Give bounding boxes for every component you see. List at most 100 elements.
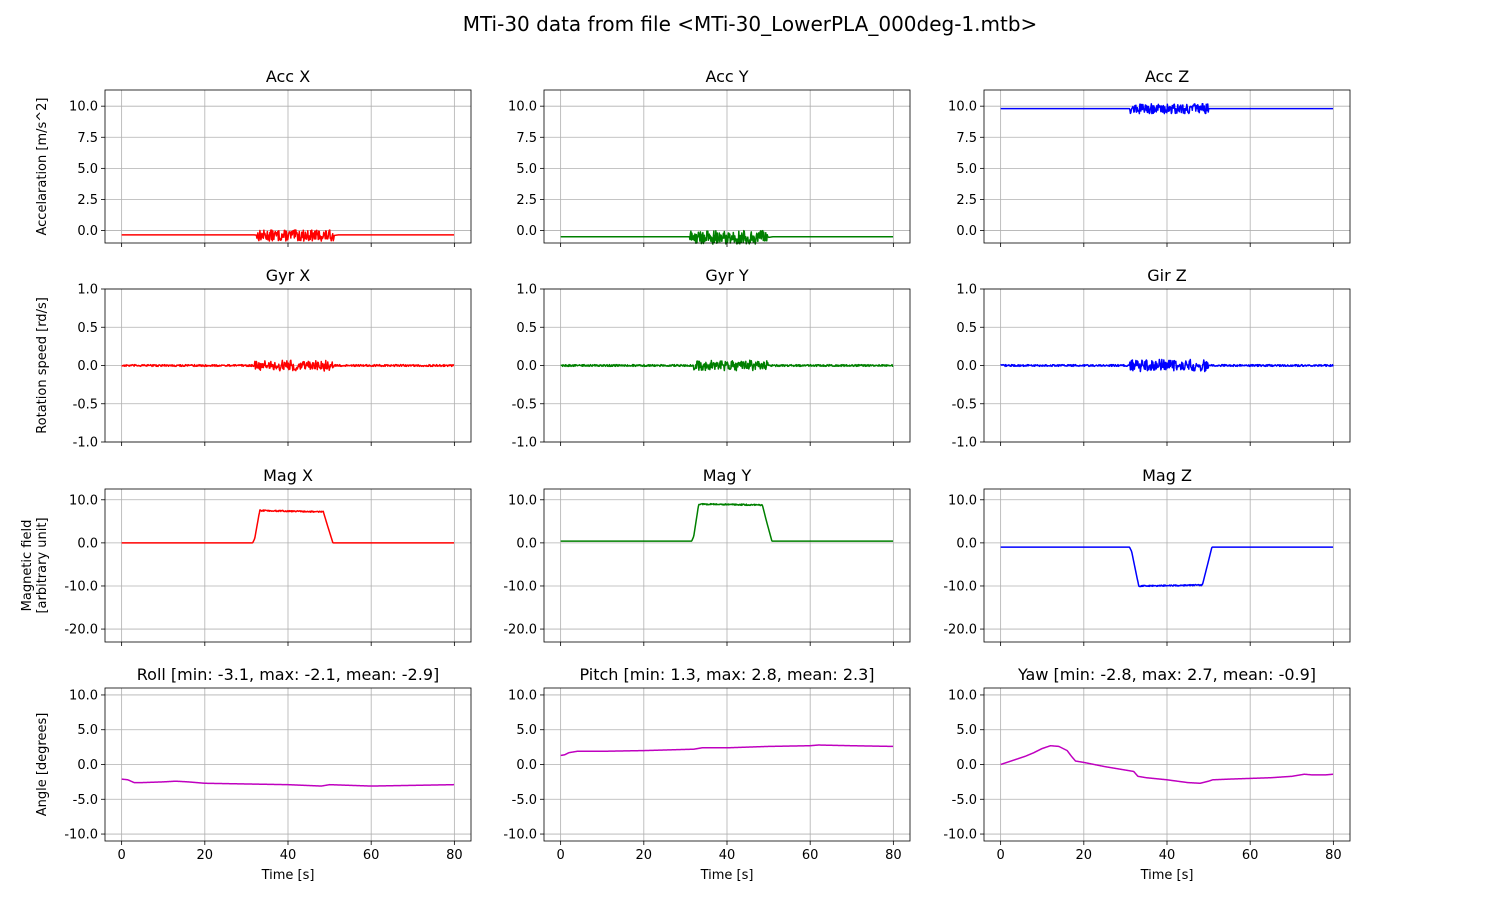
y-tick-label: 0.0	[77, 758, 98, 773]
subplot-mag-y: -20.0 -10.0 0.0 10.0 Mag Y	[503, 466, 911, 646]
y-tick-label: 0.0	[516, 536, 537, 551]
subplot-acc-y: 0.0 2.5 5.0 7.5 10.0 Acc Y	[508, 67, 911, 247]
y-tick-label: 0.0	[77, 359, 98, 374]
series-line	[121, 229, 455, 242]
y-tick-label: 5.0	[516, 162, 537, 177]
y-tick-label: -5.0	[73, 793, 98, 808]
subplot-pitch: 0 20 40 60 80 -10.0 -5.0 0.0 5.0 10.0 Pitch [min: …	[503, 665, 911, 883]
y-tick-label: -20.0	[943, 623, 977, 638]
y-tick-label: 10.0	[948, 688, 977, 703]
subplot-title: Gir Z	[1147, 266, 1187, 285]
y-tick-label: -10.0	[64, 828, 98, 843]
subplot-mag-x: -20.0 -10.0 0.0 10.0 Mag X Magnetic field [arb…	[20, 466, 472, 646]
x-tick-label: 60	[1242, 848, 1259, 863]
x-tick-label: 60	[802, 848, 819, 863]
y-tick-label: -0.5	[512, 397, 537, 412]
subplot-title: Mag Z	[1142, 466, 1192, 485]
y-tick-label: 5.0	[77, 723, 98, 738]
y-axis-label: Angle [degrees]	[35, 713, 50, 817]
subplot-title: Acc X	[266, 67, 310, 86]
y-tick-label: 5.0	[77, 162, 98, 177]
y-tick-label: -20.0	[503, 623, 537, 638]
y-tick-label: 1.0	[77, 283, 98, 298]
y-tick-label: 10.0	[508, 688, 537, 703]
y-tick-label: 0.5	[77, 321, 98, 336]
series-line	[121, 359, 455, 372]
y-tick-label: 7.5	[956, 131, 977, 146]
y-tick-label: 0.0	[77, 224, 98, 239]
series-line	[121, 778, 455, 787]
y-tick-label: -10.0	[943, 828, 977, 843]
subplot-title: Mag Y	[703, 466, 752, 485]
y-tick-label: 0.0	[516, 224, 537, 239]
y-tick-label: -10.0	[943, 579, 977, 594]
x-tick-label: 80	[1325, 848, 1342, 863]
x-tick-label: 20	[197, 848, 214, 863]
subplot-title: Acc Z	[1145, 67, 1189, 86]
series-line	[121, 509, 455, 544]
y-tick-label: 5.0	[516, 723, 537, 738]
y-tick-label: 5.0	[956, 723, 977, 738]
y-axis-label: Magnetic field	[20, 520, 35, 612]
x-axis-label: Time [s]	[261, 868, 315, 883]
y-axis-label: [arbitrary unit]	[35, 517, 50, 613]
y-tick-label: 2.5	[516, 193, 537, 208]
series-line	[560, 359, 894, 372]
y-tick-label: 2.5	[956, 193, 977, 208]
y-tick-label: 1.0	[956, 283, 977, 298]
subplot-title: Pitch [min: 1.3, max: 2.8, mean: 2.3]	[579, 665, 874, 684]
subplot-title: Gyr X	[266, 266, 311, 285]
y-tick-label: 0.0	[516, 359, 537, 374]
y-tick-label: -10.0	[503, 828, 537, 843]
x-tick-label: 20	[636, 848, 653, 863]
series-line	[1000, 744, 1334, 785]
x-axis-label: Time [s]	[1140, 868, 1194, 883]
subplot-roll: 0 20 40 60 80 -10.0 -5.0 0.0 5.0 10.0 Roll [min: -…	[35, 665, 472, 883]
y-tick-label: 7.5	[77, 131, 98, 146]
x-tick-label: 0	[996, 848, 1004, 863]
subplot-acc-x: 0.0 2.5 5.0 7.5 10.0 Acc X Accelaration [m/s^2…	[35, 67, 472, 247]
y-tick-label: -20.0	[64, 623, 98, 638]
subplot-title: Acc Y	[705, 67, 748, 86]
series-line	[560, 502, 894, 542]
x-tick-label: 20	[1076, 848, 1093, 863]
x-tick-label: 80	[446, 848, 463, 863]
y-tick-label: 0.0	[956, 224, 977, 239]
y-tick-label: 10.0	[69, 100, 98, 115]
x-tick-label: 40	[280, 848, 297, 863]
subplot-acc-z: 0.0 2.5 5.0 7.5 10.0 Acc Z	[948, 67, 1351, 247]
x-tick-label: 80	[885, 848, 902, 863]
y-tick-label: 0.5	[516, 321, 537, 336]
subplot-title: Mag X	[263, 466, 313, 485]
subplot-gyr-y: -1.0 -0.5 0.0 0.5 1.0 Gyr Y	[512, 266, 911, 451]
y-tick-label: 10.0	[948, 100, 977, 115]
y-tick-label: 0.5	[956, 321, 977, 336]
subplot-title: Yaw [min: -2.8, max: 2.7, mean: -0.9]	[1017, 665, 1316, 684]
x-tick-label: 0	[117, 848, 125, 863]
subplot-mag-z: -20.0 -10.0 0.0 10.0 Mag Z	[943, 466, 1351, 646]
y-tick-label: 0.0	[956, 536, 977, 551]
y-tick-label: 2.5	[77, 193, 98, 208]
y-tick-label: -10.0	[503, 579, 537, 594]
y-tick-label: 0.0	[956, 758, 977, 773]
series-line	[560, 744, 894, 757]
subplot-yaw: 0 20 40 60 80 -10.0 -5.0 0.0 5.0 10.0 Yaw [min: -2…	[943, 665, 1351, 883]
series-line	[560, 229, 894, 245]
y-tick-label: 0.0	[77, 536, 98, 551]
y-axis-label: Rotation speed [rd/s]	[35, 297, 50, 434]
y-tick-label: 1.0	[516, 283, 537, 298]
y-tick-label: 10.0	[948, 493, 977, 508]
y-tick-label: 0.0	[956, 359, 977, 374]
series-line	[1000, 103, 1334, 115]
y-tick-label: 10.0	[508, 493, 537, 508]
y-tick-label: -0.5	[952, 397, 977, 412]
y-tick-label: -10.0	[64, 579, 98, 594]
x-tick-label: 40	[719, 848, 736, 863]
y-tick-label: -1.0	[73, 436, 98, 451]
y-tick-label: 10.0	[508, 100, 537, 115]
y-tick-label: -1.0	[952, 436, 977, 451]
y-tick-label: -1.0	[512, 436, 537, 451]
x-axis-label: Time [s]	[700, 868, 754, 883]
y-tick-label: 0.0	[516, 758, 537, 773]
